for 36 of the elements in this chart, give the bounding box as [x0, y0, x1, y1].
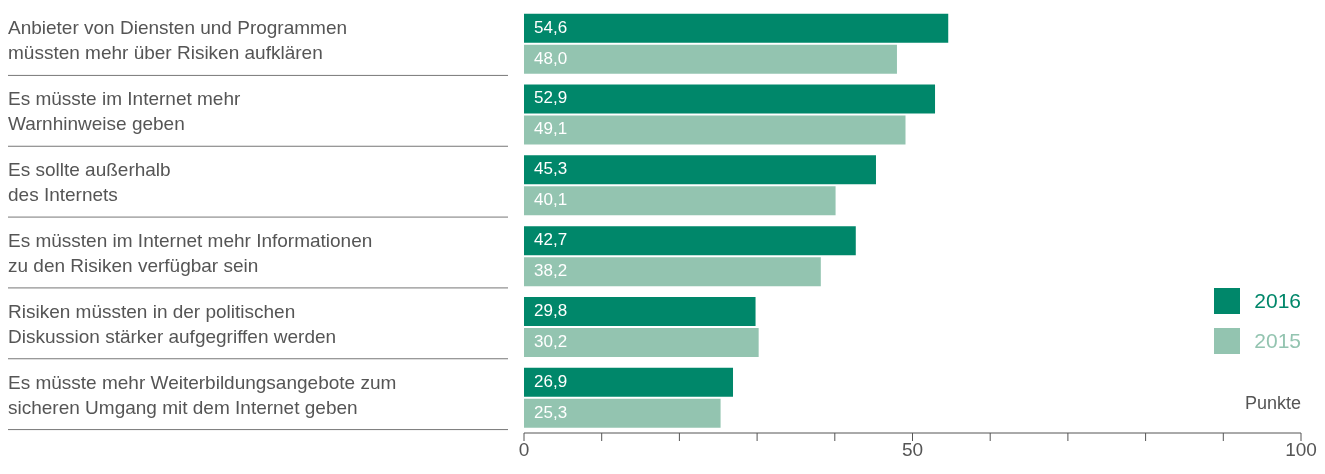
data-label: 45,3 [534, 159, 568, 179]
y-tick-label: Es müssten im Internet mehr Informationen zu den Risiken verfügbar sein [8, 229, 373, 276]
y-tick-label: Anbieter von Diensten und Programmen müssten mehr über Risiken aufklären [8, 17, 348, 64]
bar [524, 297, 756, 326]
legend-label: 2015 [1254, 329, 1301, 353]
bar [524, 44, 897, 74]
y-tick-label: Es müsste im Internet mehr Warnhinweise geben [8, 88, 241, 135]
data-label: 42,7 [534, 230, 568, 250]
data-label: 40,1 [534, 190, 568, 210]
data-label: 52,9 [534, 88, 568, 108]
x-axis-title: Punkte [1244, 393, 1301, 414]
data-label: 26,9 [534, 371, 568, 391]
data-label: 38,2 [534, 261, 568, 281]
x-tick-label: 100 [1285, 439, 1317, 461]
bar [524, 84, 936, 114]
x-tick-label: 0 [518, 439, 530, 461]
y-tick-label: Risiken müssten in der politischen Diskussion stärker aufgegriffen werden [8, 300, 337, 347]
data-label: 25,3 [534, 402, 568, 422]
bar [524, 328, 759, 357]
bar [524, 226, 856, 256]
bar [524, 257, 821, 287]
legend-label: 2016 [1254, 289, 1301, 313]
bar [524, 115, 906, 145]
bar [524, 155, 876, 185]
bar [524, 367, 734, 397]
data-label: 49,1 [534, 119, 568, 139]
bar [524, 186, 836, 216]
bar [524, 398, 721, 428]
x-tick-label: 50 [901, 439, 924, 461]
data-label: 48,0 [534, 48, 568, 68]
bar [524, 13, 949, 43]
y-tick-label: Es müsste mehr Weiterbildungsangebote zum sicheren Umgang mit dem Internet geben [8, 371, 397, 418]
data-label: 29,8 [534, 300, 568, 320]
y-tick-label: Es sollte außerhalb des Internets [8, 159, 171, 206]
data-label: 54,6 [534, 17, 568, 37]
data-label: 30,2 [534, 331, 568, 351]
